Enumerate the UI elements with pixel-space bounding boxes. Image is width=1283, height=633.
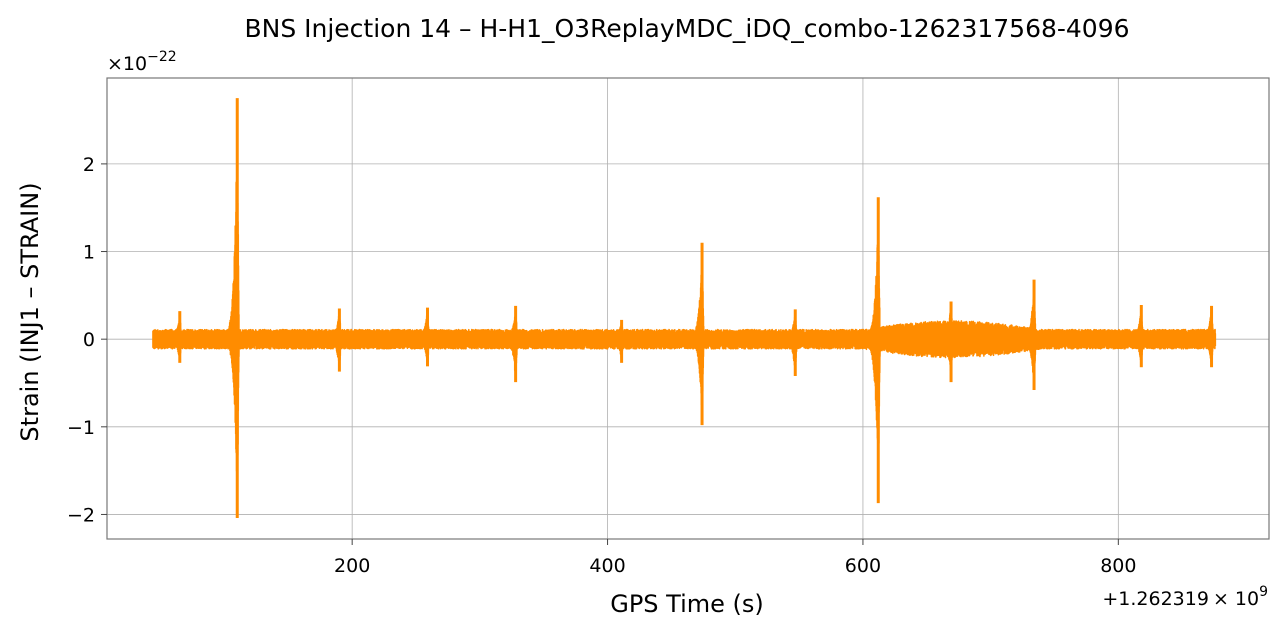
y-axis-ticks: −2 −1 0 1 2 [67,154,107,526]
x-tick-label: 200 [334,555,370,577]
grid-lines [107,78,1269,539]
y-tick-label: −2 [67,504,95,526]
x-offset-times: × 10 [1213,588,1259,610]
y-axis-label: Strain (INJ1 – STRAIN) [16,182,44,441]
y-scale-mult-text: ×10 [107,53,147,75]
x-tick-label: 400 [589,555,625,577]
y-scale-exp-text: −22 [147,49,177,65]
x-tick-label: 800 [1100,555,1136,577]
x-axis-ticks: 200 400 600 800 [334,539,1136,577]
y-tick-label: 2 [83,154,95,176]
x-tick-label: 600 [845,555,881,577]
x-offset-value: +1.262319 [1102,588,1209,610]
chart-title: BNS Injection 14 – H-H1_O3ReplayMDC_iDQ_… [244,14,1129,43]
svg-text:×10−22: ×10−22 [107,49,177,75]
svg-text:+1.262319× 109: +1.262319 × 109 [1102,584,1268,610]
x-axis-offset: +1.262319 × 109 [1102,584,1268,610]
strain-waveform-path [152,115,1217,501]
y-scale-multiplier: ×10−22 [107,49,177,75]
y-tick-label: −1 [67,417,95,439]
y-tick-label: 1 [83,242,95,264]
x-offset-exp: 9 [1259,584,1268,600]
y-tick-label: 0 [83,329,95,351]
plot-frame [106,77,1270,540]
series-line-inj1-strain [152,98,1217,518]
x-axis-label: GPS Time (s) [610,590,764,618]
